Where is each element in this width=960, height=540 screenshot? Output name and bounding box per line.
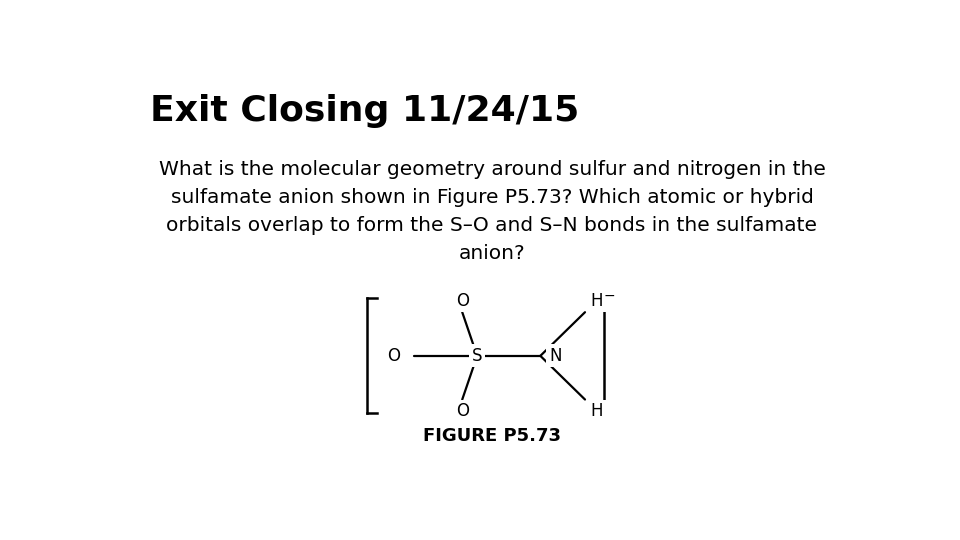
Text: H: H [590, 402, 603, 420]
Text: S: S [472, 347, 482, 365]
Text: −: − [604, 288, 615, 302]
Text: H: H [590, 292, 603, 309]
Text: O: O [387, 347, 400, 365]
Text: FIGURE P5.73: FIGURE P5.73 [423, 427, 561, 446]
Text: O: O [456, 402, 468, 420]
Text: O: O [456, 292, 468, 309]
Text: What is the molecular geometry around sulfur and nitrogen in the
sulfamate anion: What is the molecular geometry around su… [158, 160, 826, 264]
Text: N: N [549, 347, 562, 365]
Text: Exit Closing 11/24/15: Exit Closing 11/24/15 [150, 94, 579, 128]
